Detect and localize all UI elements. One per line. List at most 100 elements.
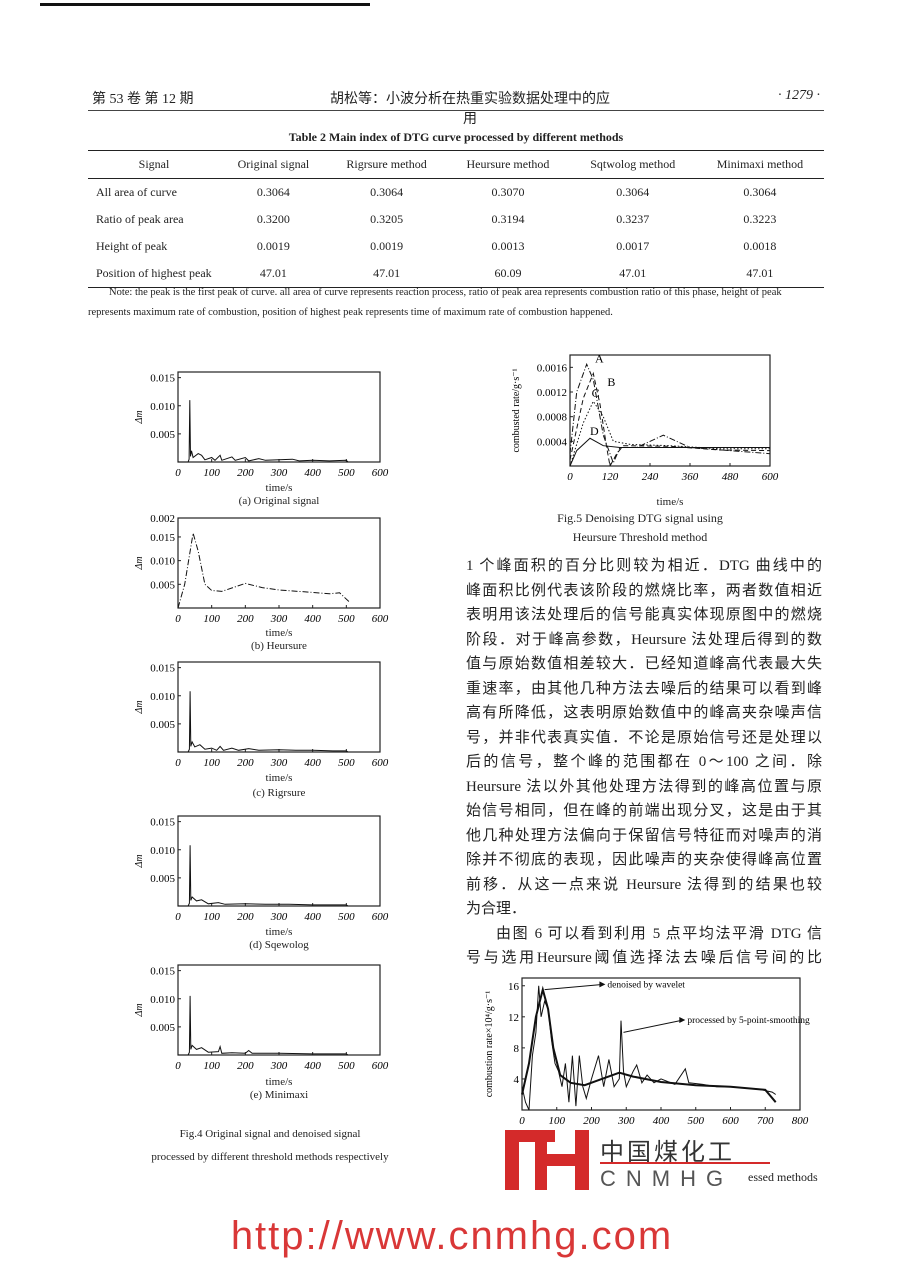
x-tick-label: 600 (762, 471, 779, 483)
fig4-caption-line1: Fig.4 Original signal and denoised signa… (179, 1128, 361, 1140)
x-tick-label: 0 (175, 613, 181, 625)
series-line (177, 533, 351, 609)
chart-fig4a: 0 100 200 300 400 500 600 0.005 0.010 0.015 Δm (134, 371, 389, 479)
table-row: All area of curve 0.3064 0.3064 0.3070 0.306… (88, 179, 824, 207)
plot-frame (177, 964, 381, 1056)
table-cell: 0.0019 (256, 239, 290, 253)
x-tick-label: 400 (304, 757, 321, 769)
y-tick-label: 12 (508, 1012, 519, 1024)
x-tick-label: 600 (372, 613, 389, 625)
plot-frame (177, 517, 381, 609)
table-row: Height of peak 0.0019 0.0019 0.0013 0.0017 0.… (88, 233, 824, 260)
text-line: 重速率，由其他几种方法去噪后的结果可以看到峰 (466, 680, 822, 697)
series-line (569, 371, 771, 468)
x-tick-label: 500 (338, 1060, 355, 1072)
x-tick-label: 600 (372, 911, 389, 923)
x-tick-label: 0 (175, 911, 181, 923)
panel-caption-a: (a) Original signal (238, 495, 320, 507)
y-tick-label: 0.005 (150, 429, 175, 441)
fig5-caption-line2: Heursure Threshold method (572, 530, 708, 544)
fig6-caption-fragment: essed methods (748, 1170, 818, 1184)
chart-fig4e: 0 100 200 300 400 500 600 0.005 0.010 0.015 Δm (134, 964, 389, 1072)
series-label: C (592, 386, 600, 400)
x-tick-label: 300 (270, 613, 288, 625)
x-tick-label: 500 (338, 911, 355, 923)
text-line: 号与选用Heursure阈值选择法去噪后信号间的比 (466, 950, 822, 966)
x-tick-label: 400 (653, 1115, 670, 1127)
y-axis-label: Δm (134, 556, 145, 570)
running-title: 胡松等：小波分析在热重实验数据处理中的应用 (330, 92, 610, 127)
header-rule (88, 110, 824, 111)
table-cell: 0.3205 (370, 212, 404, 226)
x-tick-label: 500 (688, 1115, 705, 1127)
text-line: 值与原始数值相差较大．已经知道峰高代表最大失 (466, 656, 822, 672)
x-tick-label: 400 (304, 911, 321, 923)
x-tick-label: 300 (617, 1115, 635, 1127)
y-axis-label: Δm (134, 1003, 145, 1017)
text-line: 为合理． (466, 901, 527, 917)
logo-rule (600, 1162, 770, 1164)
table-cell: 0.3064 (370, 185, 404, 199)
x-axis-label: time/s (656, 496, 684, 508)
table-cell: 47.01 (220, 260, 327, 288)
series-label: A (595, 351, 604, 365)
chart-fig4b: 0 100 200 300 400 500 600 0.005 0.010 0.015 0.002 Δ… (134, 513, 389, 625)
table-cell: 47.01 (695, 260, 824, 288)
x-tick-label: 400 (304, 1060, 321, 1072)
journal-volume: 第 53 卷 第 12 期 (92, 92, 194, 107)
x-tick-label: 100 (203, 1060, 220, 1072)
column-header: Minimaxi method (695, 150, 824, 179)
column-header: Sqtwolog method (569, 150, 696, 179)
y-axis-label: Δm (134, 854, 145, 868)
table-row: Position of highest peak 47.01 47.01 60.09 4… (88, 260, 824, 288)
y-tick-label: 0.005 (150, 1022, 175, 1034)
table-cell: 0.3064 (256, 185, 290, 199)
series-label: processed by 5-point-smoothing (687, 1016, 810, 1026)
logo-chinese-text: 中国煤化工 (600, 1138, 735, 1166)
x-tick-label: 600 (722, 1115, 739, 1127)
x-tick-label: 100 (203, 613, 220, 625)
plot-frame (521, 977, 801, 1111)
x-axis-label: time/s (265, 1076, 293, 1088)
table-cell: 0.3223 (743, 212, 777, 226)
chart-fig6: 0 100 200 300 400 500 600 700 800 4 8 12 16 combustio… (484, 977, 810, 1127)
series-line (178, 400, 349, 463)
y-tick-label: 0.015 (150, 373, 175, 385)
text-line: 前移．从这一点来说 Heursure 法得到的结果也较 (466, 876, 822, 893)
y-axis-label: combustion rate×10⁴/g·s⁻¹ (484, 991, 495, 1098)
series-line (178, 691, 349, 753)
x-tick-label: 200 (237, 1060, 254, 1072)
logo-latin-text: CNMHG (600, 1166, 734, 1191)
table-cell: 60.09 (446, 260, 570, 288)
plot-frame (177, 371, 381, 463)
text-line: 除并不彻底的表现，因此噪声的夹杂使得峰高位置 (466, 852, 822, 868)
table-cell: 0.3064 (743, 185, 777, 199)
plot-frame (177, 661, 381, 753)
y-tick-label: 0.005 (150, 873, 175, 885)
series-line (178, 995, 349, 1056)
chart-fig4c: 0 100 200 300 400 500 600 0.005 0.010 0.015 Δm (134, 661, 389, 769)
table-cell: 0.3200 (256, 212, 290, 226)
x-tick-label: 100 (203, 911, 220, 923)
x-tick-label: 360 (681, 471, 699, 483)
column-header: Heursure method (446, 150, 570, 179)
x-axis-label: time/s (265, 926, 293, 938)
x-tick-label: 600 (372, 1060, 389, 1072)
text-line: 峰面积比例代表该阶段的燃烧比率，两者数值相近 (466, 582, 822, 599)
text-line: 后的信号，整个峰的范围都在 0～100 之间．除 (466, 754, 822, 770)
table-cell: 47.01 (569, 260, 696, 288)
y-tick-label: 0.005 (150, 719, 175, 731)
y-tick-label: 0.002 (150, 513, 175, 525)
text-line: 始信号相同，但在峰的前端出现分叉，这是由于其 (466, 803, 822, 819)
y-tick-label: 16 (508, 981, 520, 993)
table-cell: 0.0017 (616, 239, 650, 253)
panel-caption-e: (e) Minimaxi (249, 1089, 309, 1101)
x-tick-label: 700 (757, 1115, 774, 1127)
series-label: denoised by wavelet (607, 980, 685, 990)
table-cell: 0.3237 (616, 212, 650, 226)
series-line (569, 362, 771, 465)
table-note: Note: the peak is the first peak of curv… (88, 287, 782, 318)
page-number: · 1279 · (778, 88, 820, 103)
watermark-url: http://www.cnmhg.com (230, 1214, 674, 1258)
table-header-row: Signal Original signal Rigrsure method H… (88, 150, 824, 179)
